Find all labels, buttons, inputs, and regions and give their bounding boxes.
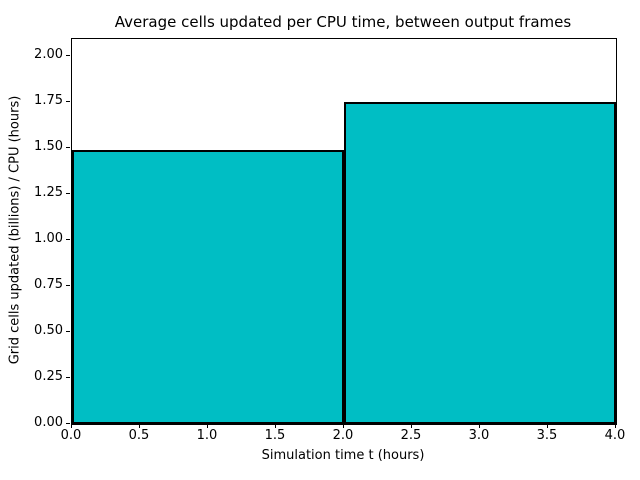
x-tick-mark (139, 424, 140, 428)
x-tick-mark (275, 424, 276, 428)
y-tick-mark (66, 192, 70, 194)
y-tick-label: 0.50 (34, 322, 63, 338)
x-tick-label: 3.0 (468, 428, 490, 443)
histogram-bar (344, 101, 616, 424)
x-tick-label: 2.5 (400, 428, 422, 443)
x-tick-label: 0.0 (60, 428, 82, 443)
x-tick-mark (479, 424, 480, 428)
y-tick-label: 1.00 (34, 230, 63, 246)
y-axis-label: Grid cells updated (billions) / CPU (hou… (7, 95, 23, 365)
x-tick-label: 1.0 (196, 428, 218, 443)
x-tick-mark (207, 424, 208, 428)
x-tick-mark (343, 424, 344, 428)
x-tick-label: 2.0 (332, 428, 354, 443)
x-tick-label: 1.5 (264, 428, 286, 443)
y-tick-mark (66, 54, 70, 56)
chart-title: Average cells updated per CPU time, betw… (114, 13, 572, 31)
x-tick-label: 3.5 (536, 428, 558, 443)
y-tick-mark (66, 146, 70, 148)
y-tick-mark (66, 423, 70, 424)
y-tick-mark (66, 284, 70, 286)
y-tick-mark (66, 238, 70, 240)
x-tick-label: 0.5 (128, 428, 150, 443)
y-tick-label: 0.25 (34, 368, 63, 384)
histogram-bar (72, 149, 344, 424)
y-tick-mark (66, 330, 70, 332)
x-axis-label: Simulation time t (hours) (261, 448, 425, 463)
y-tick-label: 0.00 (34, 415, 63, 430)
x-tick-mark (547, 424, 548, 428)
y-tick-label: 1.25 (34, 184, 63, 200)
y-tick-label: 1.75 (34, 92, 63, 108)
x-tick-mark (411, 424, 412, 428)
y-tick-label: 0.75 (34, 276, 63, 292)
y-tick-label: 1.50 (34, 138, 63, 154)
y-tick-mark (66, 376, 70, 378)
x-tick-label: 4.0 (604, 428, 626, 443)
x-tick-mark (71, 424, 72, 428)
y-tick-label: 2.00 (34, 46, 63, 62)
x-tick-mark (615, 424, 616, 428)
plot-area (71, 38, 617, 425)
y-tick-mark (66, 100, 70, 102)
